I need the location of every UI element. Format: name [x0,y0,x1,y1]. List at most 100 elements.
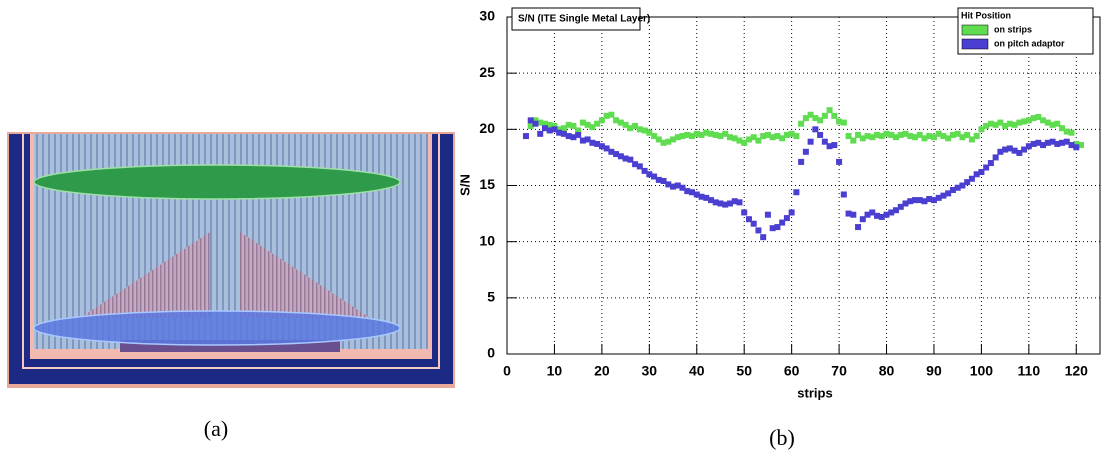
point [1068,142,1075,149]
point [864,133,871,140]
point [788,209,795,216]
x-tick-label: 70 [831,363,847,379]
point [584,136,591,143]
point [769,225,776,232]
point [613,151,620,158]
point [594,120,601,127]
point [1021,146,1028,153]
point [954,184,961,191]
point [670,136,677,143]
point [964,179,971,186]
point [722,130,729,137]
point [902,200,909,207]
point [712,131,719,138]
point [859,216,866,223]
point [755,227,762,234]
point [541,125,548,132]
point [651,173,658,180]
point [831,112,838,119]
point [1011,147,1018,154]
point [556,129,563,136]
point [689,189,696,196]
y-axis-label: S/N [457,174,472,196]
point [613,117,620,124]
point [608,148,615,155]
point [983,122,990,129]
point [774,133,781,140]
point [869,209,876,216]
point [940,133,947,140]
point [926,195,933,202]
point [935,194,942,201]
caption: (b) [769,425,795,450]
point [987,160,994,167]
point [1073,140,1080,147]
point [1035,139,1042,146]
point [684,188,691,195]
point [930,134,937,141]
point [1040,142,1047,149]
x-tick-label: 90 [926,363,942,379]
point [978,169,985,176]
point [1054,140,1061,147]
point [992,121,999,128]
point [888,131,895,138]
point [902,130,909,137]
y-tick-label: 15 [479,176,495,192]
point [646,171,653,178]
point [565,133,572,140]
point [579,137,586,144]
point [674,134,681,141]
point [907,198,914,205]
point [788,130,795,137]
x-tick-label: 120 [1065,363,1089,379]
point [764,211,771,218]
point [627,156,634,163]
point [1006,145,1013,152]
point [973,133,980,140]
y-tick-label: 0 [487,345,495,361]
detector-layout [7,132,455,388]
point [864,211,871,218]
point [745,136,752,143]
point [632,122,639,129]
point [617,119,624,126]
legend-label: on strips [994,24,1032,34]
y-tick-label: 10 [479,232,495,248]
point [1002,122,1009,129]
point [1059,125,1066,132]
point [855,224,862,231]
point [883,211,890,218]
point [622,121,629,128]
point [1049,121,1056,128]
point [1035,113,1042,120]
x-tick-label: 20 [594,363,610,379]
point [1030,115,1037,122]
point [741,139,748,146]
point [968,175,975,182]
point [859,135,866,142]
point [589,139,596,146]
point [717,200,724,207]
point [954,130,961,137]
point [926,133,933,140]
point [1002,146,1009,153]
x-tick-label: 10 [547,363,563,379]
point [565,121,572,128]
point [551,122,558,129]
point [575,127,582,134]
point [693,130,700,137]
point [783,215,790,222]
point [603,145,610,152]
x-tick-label: 110 [1018,363,1041,379]
point [1030,140,1037,147]
point [731,198,738,205]
point [1016,149,1023,156]
point [698,131,705,138]
legend-swatch [961,38,989,50]
point [703,194,710,201]
point [779,135,786,142]
point [636,163,643,170]
point [707,197,714,204]
point [551,126,558,133]
